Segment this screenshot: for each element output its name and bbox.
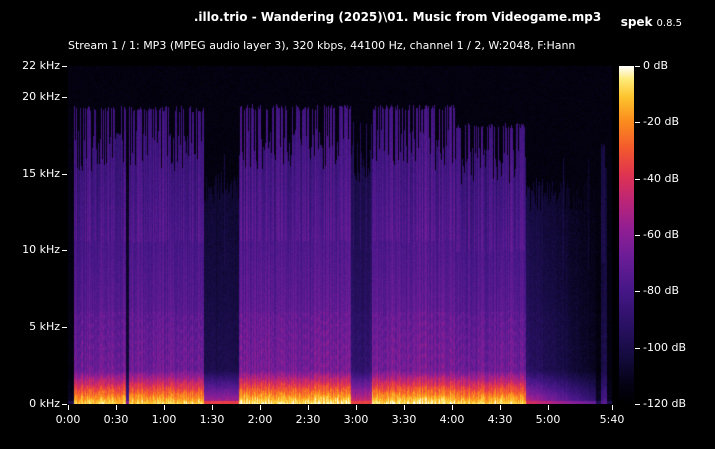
time-tick [500, 405, 501, 410]
db-tick [635, 404, 640, 405]
time-tick-label: 1:30 [199, 413, 225, 426]
time-tick [548, 405, 549, 410]
time-tick [308, 405, 309, 410]
time-tick [612, 405, 613, 410]
db-tick [635, 235, 640, 236]
time-tick [452, 405, 453, 410]
time-tick-label: 4:00 [439, 413, 465, 426]
time-tick [260, 405, 261, 410]
time-tick-label: 5:40 [599, 413, 625, 426]
freq-tick-label: 22 kHz [22, 59, 60, 72]
time-tick-label: 2:00 [247, 413, 273, 426]
app-version: spek 0.8.5 [621, 11, 682, 30]
time-tick-label: 0:30 [103, 413, 129, 426]
db-tick [635, 291, 640, 292]
freq-tick [62, 66, 67, 67]
db-tick-label: -80 dB [643, 284, 679, 297]
db-tick [635, 66, 640, 67]
time-tick-label: 1:00 [151, 413, 177, 426]
db-tick-label: 0 dB [643, 59, 669, 72]
time-tick-label: 5:00 [535, 413, 561, 426]
time-tick [404, 405, 405, 410]
time-tick [212, 405, 213, 410]
db-tick-label: -60 dB [643, 228, 679, 241]
file-title: .illo.trio - Wandering (2025)\01. Music … [193, 10, 602, 24]
db-tick-label: -20 dB [643, 115, 679, 128]
time-tick [164, 405, 165, 410]
app-version-label: 0.8.5 [656, 18, 682, 29]
freq-tick-label: 0 kHz [29, 397, 60, 410]
freq-tick [62, 174, 67, 175]
spectrogram-canvas [68, 66, 612, 404]
time-tick [356, 405, 357, 410]
freq-tick-label: 5 kHz [29, 320, 60, 333]
db-tick [635, 179, 640, 180]
stream-info: Stream 1 / 1: MP3 (MPEG audio layer 3), … [68, 39, 576, 52]
db-tick-label: -120 dB [643, 397, 686, 410]
freq-tick [62, 250, 67, 251]
db-tick-label: -40 dB [643, 172, 679, 185]
freq-tick-label: 20 kHz [22, 90, 60, 103]
time-tick-label: 3:00 [343, 413, 369, 426]
time-tick-label: 2:30 [295, 413, 321, 426]
time-tick-label: 0:00 [55, 413, 81, 426]
time-tick-label: 3:30 [391, 413, 417, 426]
time-tick [116, 405, 117, 410]
db-tick-label: -100 dB [643, 341, 686, 354]
app-name-label: spek [620, 15, 653, 29]
freq-tick [62, 327, 67, 328]
freq-tick [62, 97, 67, 98]
freq-tick [62, 404, 67, 405]
time-tick-label: 4:30 [487, 413, 513, 426]
db-tick [635, 348, 640, 349]
freq-tick-label: 15 kHz [22, 167, 60, 180]
db-colorbar [619, 66, 634, 404]
freq-tick-label: 10 kHz [22, 243, 60, 256]
db-tick [635, 122, 640, 123]
time-tick [68, 405, 69, 410]
